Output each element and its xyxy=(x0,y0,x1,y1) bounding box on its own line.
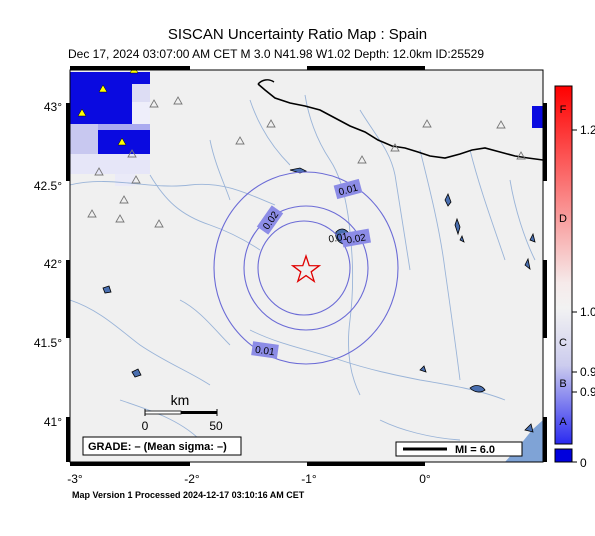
lon-tick-label: -3° xyxy=(67,472,83,486)
lon-tick-label: -1° xyxy=(301,472,317,486)
mi-legend: MI = 6.0 xyxy=(395,441,523,457)
station-triangle-icon xyxy=(98,84,108,93)
lat-tick-label: 42° xyxy=(44,257,62,271)
station-triangle-icon xyxy=(129,70,139,74)
station-triangle-icon xyxy=(119,195,129,204)
scale-tick: 50 xyxy=(209,419,223,433)
station-triangle-icon xyxy=(149,99,159,108)
lat-tick-label: 41.5° xyxy=(34,336,62,350)
grade-letter: A xyxy=(559,416,567,428)
border-line xyxy=(257,83,543,161)
contour-label: 0.02 xyxy=(346,232,368,246)
station-triangle-icon xyxy=(422,119,432,128)
scale-tick: 0 xyxy=(142,419,149,433)
mi-legend-text: MI = 6.0 xyxy=(455,444,495,456)
station-triangle-icon xyxy=(77,108,87,117)
station-triangle-icon xyxy=(516,151,526,160)
uncertainty-contours xyxy=(213,171,399,365)
lat-tick-label: 42.5° xyxy=(34,179,62,193)
station-markers xyxy=(87,96,526,228)
station-triangle-icon xyxy=(127,149,137,158)
frame-ticks xyxy=(66,66,547,466)
grade-box: GRADE: – (Mean sigma: –) xyxy=(82,436,242,456)
station-triangle-icon xyxy=(154,219,164,228)
lat-tick-label: 43° xyxy=(44,100,62,114)
colorbar-value: 1.2 xyxy=(580,123,595,137)
station-triangle-icon xyxy=(115,214,125,223)
grade-letter: B xyxy=(559,378,566,390)
station-triangle-icon xyxy=(390,143,400,152)
station-triangle-icon xyxy=(131,175,141,184)
contour-label: 0.01 xyxy=(328,231,350,245)
colorbar-value: 1.0 xyxy=(580,305,595,319)
event-subtitle: Dec 17, 2024 03:07:00 AM CET M 3.0 N41.9… xyxy=(68,47,485,61)
contour-label: 0.01 xyxy=(254,345,275,359)
station-triangle-icon xyxy=(94,167,104,176)
lat-axis: 43° 42.5° 42° 41.5° 41° xyxy=(34,100,62,429)
grade-letter: D xyxy=(559,213,567,225)
colorbar-value: 0 xyxy=(580,456,587,470)
station-triangle-icon xyxy=(117,137,127,146)
station-triangle-icon xyxy=(357,155,367,164)
lat-tick-label: 41° xyxy=(44,415,62,429)
station-triangle-icon xyxy=(496,120,506,129)
colorbar-value: 0.9 xyxy=(580,385,595,399)
ratio-grid-cells xyxy=(70,72,150,186)
station-triangle-icon xyxy=(87,209,97,218)
rivers xyxy=(70,94,536,441)
colorbar-value: 0.9 xyxy=(580,365,595,379)
colorbar-gradient xyxy=(554,85,573,445)
station-triangle-icon xyxy=(235,136,245,145)
colorbar: F D C B A 1.2 1.0 0.9 0.9 0 xyxy=(554,85,595,470)
station-triangle-icon xyxy=(266,119,276,128)
processing-footer: Map Version 1 Processed 2024-12-17 03:10… xyxy=(72,490,305,500)
active-stations xyxy=(77,70,139,146)
scale-bar: km 0 50 xyxy=(142,392,223,433)
lon-tick-label: 0° xyxy=(419,472,431,486)
grade-text: GRADE: – (Mean sigma: –) xyxy=(88,441,227,453)
scale-unit: km xyxy=(171,392,190,408)
lon-axis: -3° -2° -1° 0° xyxy=(67,472,431,486)
map-title: SISCAN Uncertainty Ratio Map : Spain xyxy=(167,26,428,43)
contour-label: 0.01 xyxy=(338,183,360,199)
map-area: 0.02 0.01 0.02 0.01 0.01 xyxy=(70,70,543,462)
station-triangle-icon xyxy=(173,96,183,105)
epicenter-star-icon xyxy=(290,253,322,284)
grade-letter: C xyxy=(559,337,567,349)
contour-label-group: 0.02 0.01 0.02 0.01 0.01 xyxy=(251,178,372,359)
colorbar-zero-swatch xyxy=(554,448,573,463)
grade-letter: F xyxy=(560,104,567,116)
lon-tick-label: -2° xyxy=(184,472,200,486)
